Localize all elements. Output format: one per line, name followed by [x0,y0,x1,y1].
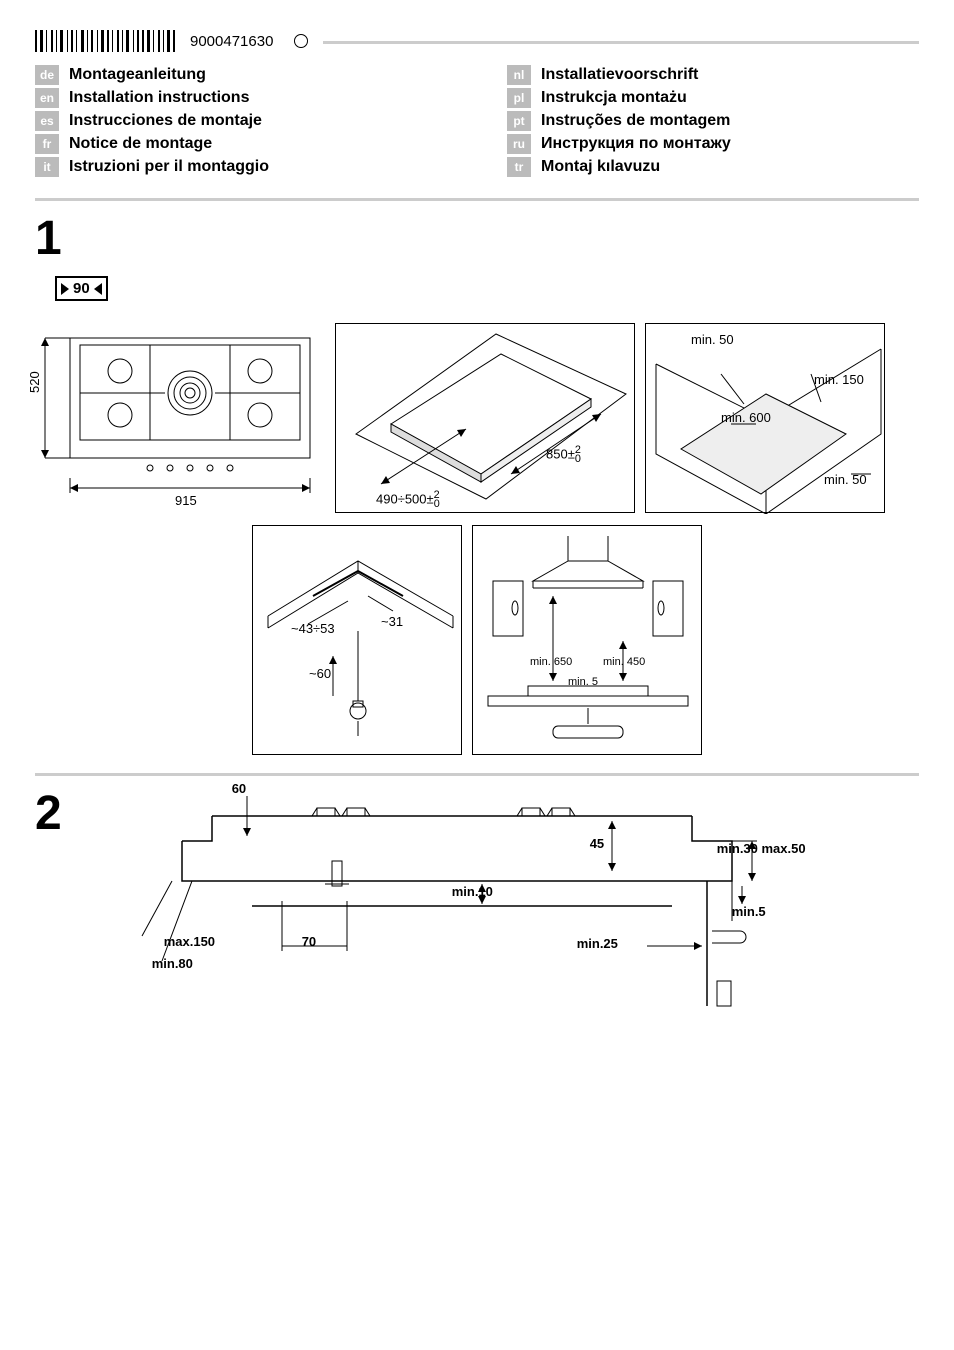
language-title: Notice de montage [69,135,212,153]
section-2: 2 [35,786,919,1016]
language-title: Installation instructions [69,89,249,107]
hood-clearance: min. 650 min. 450 min. 5 [472,525,702,755]
language-item-en: en Installation instructions [35,88,447,108]
language-title: Инструкция по монтажу [541,135,731,153]
language-title: Installatievoorschrift [541,66,698,84]
dim-clear-top: min. 50 [691,332,734,347]
language-col-right: nl Installatievoorschrift pl Instrukcja mon… [507,62,919,180]
arrow-left-icon [94,283,102,295]
hob-top-view: 520 915 [35,323,325,513]
figure-row-2: ~43÷53 ~31 ~60 [35,525,919,755]
header: 9000471630 [35,30,919,52]
cutout-view: 850±20 490÷500±20 [335,323,635,513]
dim-clear-front: min. 600 [721,410,771,425]
dim2-45: 45 [590,836,604,851]
dim-clear-side: min. 50 [824,472,867,487]
language-badge: nl [507,65,531,85]
language-item-pl: pl Instrukcja montażu [507,88,919,108]
edge-detail-svg [253,526,463,756]
hood-svg [473,526,703,756]
dim2-min5: min.5 [732,904,766,919]
width-badge-value: 90 [73,280,90,297]
dim2-min80: min.80 [152,956,193,971]
figure-2-wrap: 60 45 min.30 max.50 min.10 min.5 max.150… [92,786,919,1016]
dim2-worktop: min.30 max.50 [717,841,806,856]
dim-clear-edge: min. 150 [814,372,864,387]
section-number-1: 1 [35,211,919,266]
hob-top-svg [35,323,325,513]
language-columns: de Montageanleitung en Installation instruc… [35,62,919,180]
width-badge: 90 [55,276,108,301]
dim-cutout-width: 850±20 [546,444,587,465]
dim-edge-height: ~60 [309,666,331,681]
language-item-fr: fr Notice de montage [35,134,447,154]
language-item-it: it Istruzioni per il montaggio [35,157,447,177]
language-badge: en [35,88,59,108]
language-title: Istruzioni per il montaggio [69,158,269,176]
section-divider [35,198,919,201]
dim2-min25: min.25 [577,936,618,951]
language-badge: fr [35,134,59,154]
dim-cutout-depth: 490÷500±20 [376,489,446,510]
language-title: Instrucciones de montaje [69,112,262,130]
dim2-70: 70 [302,934,316,949]
figure-2-svg [92,786,812,1016]
language-item-es: es Instrucciones de montaje [35,111,447,131]
revision-indicator-icon [294,34,308,48]
dim-hood-outer: min. 450 [603,656,645,668]
language-item-ru: ru Инструкция по монтажу [507,134,919,154]
language-badge: de [35,65,59,85]
dim2-60: 60 [232,781,246,796]
arrow-right-icon [61,283,69,295]
language-title: Montaj kılavuzu [541,158,660,176]
language-badge: es [35,111,59,131]
document-number: 9000471630 [190,33,273,50]
language-col-left: de Montageanleitung en Installation instruc… [35,62,447,180]
dim-edge-overhang: ~31 [381,614,403,629]
language-item-nl: nl Installatievoorschrift [507,65,919,85]
dim-edge-thickness: ~43÷53 [291,621,335,636]
cutout-svg [336,324,636,514]
language-title: Instruções de montagem [541,112,730,130]
clearance-view: min. 50 min. 150 min. 600 min. 50 [645,323,885,513]
language-item-tr: tr Montaj kılavuzu [507,157,919,177]
language-item-de: de Montageanleitung [35,65,447,85]
dim-depth: 520 [27,371,42,393]
language-badge: pl [507,88,531,108]
dim-hood-counter: min. 5 [568,676,598,688]
language-item-pt: pt Instruções de montagem [507,111,919,131]
figure-row-1: 520 915 850±20 490÷500±20 [35,323,919,513]
section-number-2: 2 [35,786,62,841]
language-title: Instrukcja montażu [541,89,687,107]
dim-hood-inner: min. 650 [530,656,572,668]
section-divider-2 [35,773,919,776]
edge-detail: ~43÷53 ~31 ~60 [252,525,462,755]
language-title: Montageanleitung [69,66,206,84]
figure-2: 60 45 min.30 max.50 min.10 min.5 max.150… [92,786,812,1016]
language-badge: it [35,157,59,177]
language-badge: ru [507,134,531,154]
dim2-min10: min.10 [452,884,493,899]
language-badge: tr [507,157,531,177]
barcode-icon [35,30,175,52]
dim-width: 915 [175,493,197,508]
language-badge: pt [507,111,531,131]
header-divider [323,41,919,44]
dim2-max150: max.150 [164,934,215,949]
